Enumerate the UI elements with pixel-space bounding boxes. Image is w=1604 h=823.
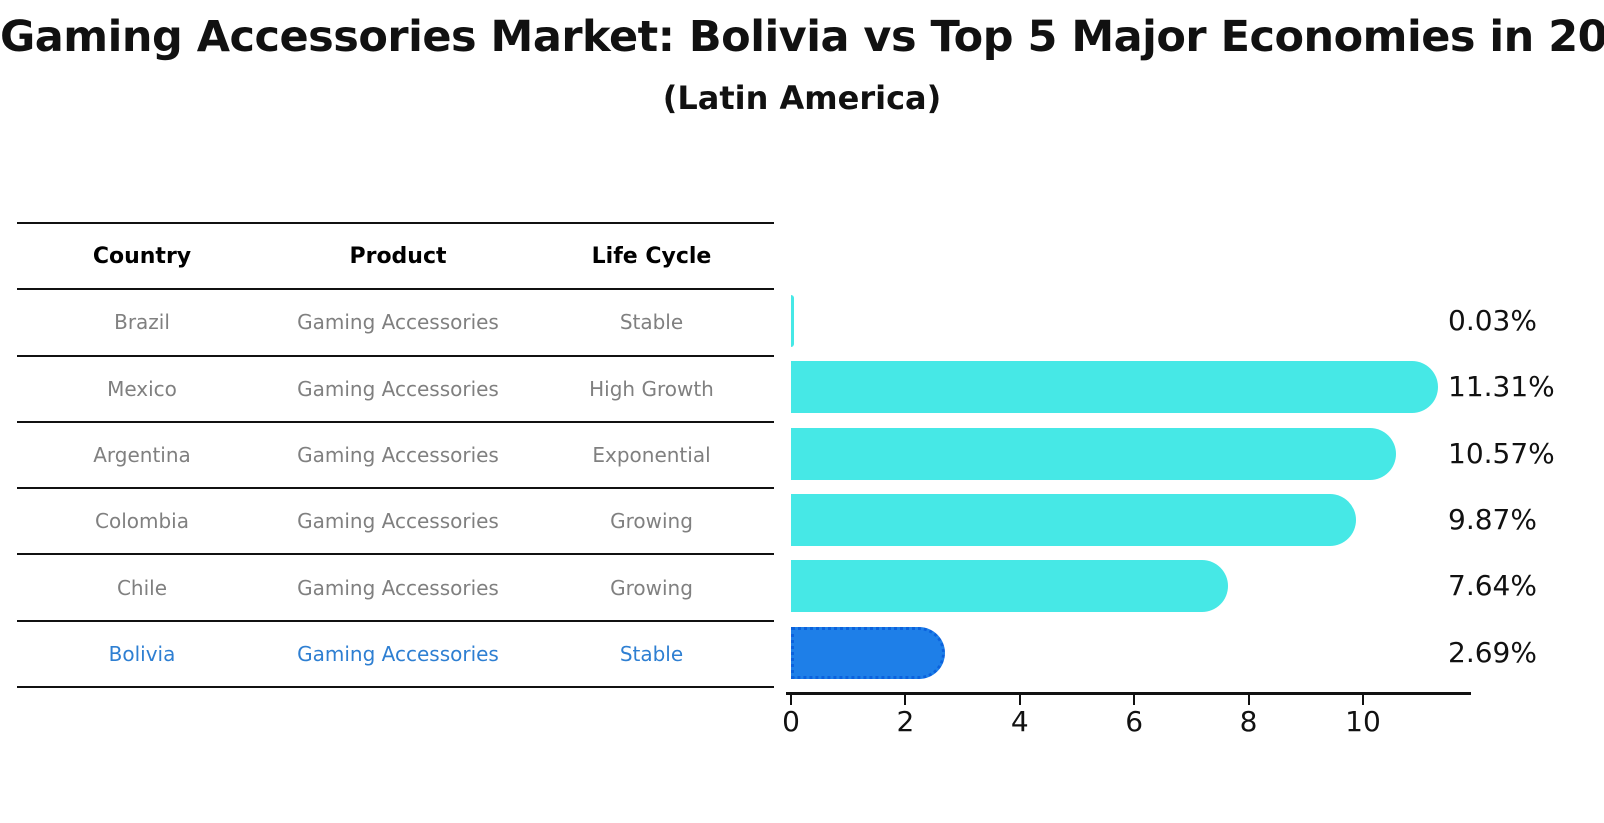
bar-chile [791, 560, 1228, 613]
bar-bolivia [791, 626, 945, 679]
table-header-row: Country Product Life Cycle [17, 224, 774, 291]
table-row-chile: Chile Gaming Accessories Growing [17, 555, 774, 622]
table-row-brazil: Brazil Gaming Accessories Stable [17, 290, 774, 357]
x-tick-label-10: 10 [1345, 705, 1381, 738]
cell-country: Argentina [93, 443, 191, 468]
x-tick-label-4: 4 [1010, 705, 1029, 738]
chart-title: Gaming Accessories Market: Bolivia vs To… [0, 12, 1604, 62]
table-row-colombia: Colombia Gaming Accessories Growing [17, 489, 774, 556]
table-row-argentina: Argentina Gaming Accessories Exponential [17, 423, 774, 490]
cell-country: Colombia [95, 509, 189, 534]
value-label-bolivia: 2.69% [1448, 635, 1537, 669]
value-label-mexico: 11.31% [1448, 370, 1555, 404]
table-row-bolivia: Bolivia Gaming Accessories Stable [17, 622, 774, 689]
x-tick-4 [1018, 695, 1021, 705]
cell-country: Chile [116, 575, 168, 600]
chart-subtitle: (Latin America) [662, 79, 942, 117]
bar-colombia [791, 494, 1356, 547]
cell-country: Brazil [114, 310, 170, 335]
bar-argentina [791, 427, 1396, 480]
cell-life-cycle: Growing [610, 575, 693, 600]
cell-product: Gaming Accessories [297, 575, 499, 600]
comparison-table: Country Product Life Cycle Brazil Gaming… [17, 222, 774, 689]
x-tick-label-6: 6 [1125, 705, 1144, 738]
cell-product: Gaming Accessories [297, 443, 499, 468]
value-label-brazil: 0.03% [1448, 304, 1537, 338]
x-axis-line [786, 692, 1471, 695]
x-tick-2 [904, 695, 907, 705]
bar-brazil [791, 295, 794, 348]
table-row-mexico: Mexico Gaming Accessories High Growth [17, 357, 774, 423]
cell-product: Gaming Accessories [297, 641, 499, 666]
cell-country: Bolivia [108, 641, 176, 666]
x-tick-label-8: 8 [1239, 705, 1258, 738]
column-header-life-cycle: Life Cycle [591, 243, 712, 269]
cell-life-cycle: Stable [619, 641, 684, 666]
cell-life-cycle: Stable [619, 310, 684, 335]
x-tick-10 [1362, 695, 1364, 705]
column-header-product: Product [349, 243, 447, 269]
cell-life-cycle: Growing [610, 509, 693, 534]
x-tick-label-0: 0 [782, 705, 800, 738]
x-tick-8 [1247, 695, 1250, 705]
cell-life-cycle: High Growth [589, 376, 714, 401]
bar-mexico [791, 361, 1438, 414]
value-label-colombia: 9.87% [1448, 503, 1537, 537]
column-header-country: Country [92, 243, 192, 269]
x-tick-6 [1133, 695, 1136, 705]
cell-product: Gaming Accessories [297, 376, 499, 401]
value-label-argentina: 10.57% [1448, 436, 1555, 470]
x-tick-label-2: 2 [896, 705, 915, 738]
x-tick-0 [790, 695, 792, 705]
table-body: Brazil Gaming Accessories Stable Mexico … [17, 290, 774, 689]
cell-product: Gaming Accessories [297, 310, 499, 335]
cell-country: Mexico [107, 376, 177, 401]
cell-product: Gaming Accessories [297, 509, 499, 534]
value-label-chile: 7.64% [1448, 569, 1537, 603]
cell-life-cycle: Exponential [592, 443, 711, 468]
